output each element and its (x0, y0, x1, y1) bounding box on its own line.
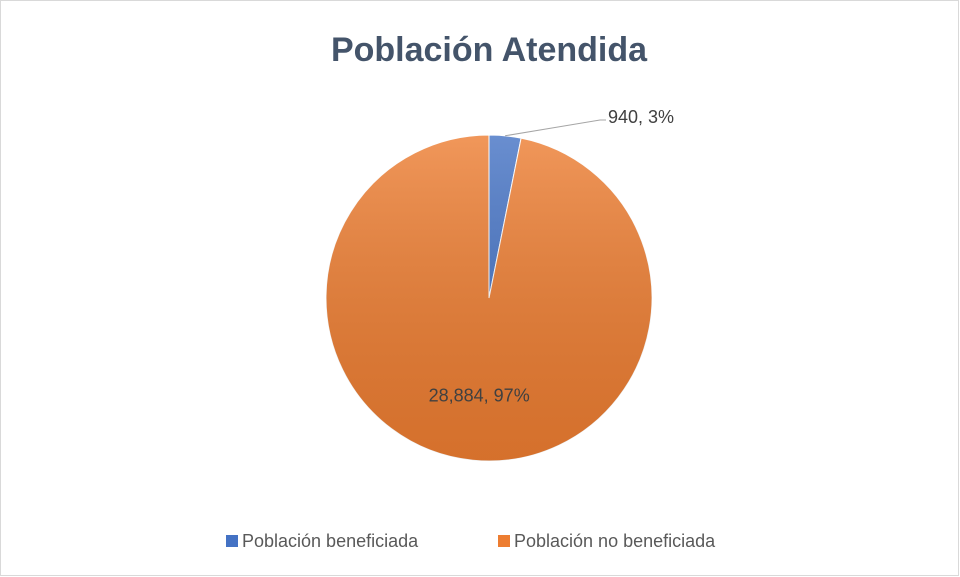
legend-swatch (498, 535, 510, 547)
data-label: 940, 3% (608, 107, 674, 127)
chart-title: Población Atendida (331, 31, 648, 69)
legend-label: Población no beneficiada (514, 531, 716, 551)
legend-label: Población beneficiada (242, 531, 419, 551)
data-label: 28,884, 97% (429, 386, 530, 406)
legend-swatch (226, 535, 238, 547)
slices (325, 134, 653, 462)
leader-line (505, 119, 606, 137)
pie-slice (325, 134, 653, 462)
